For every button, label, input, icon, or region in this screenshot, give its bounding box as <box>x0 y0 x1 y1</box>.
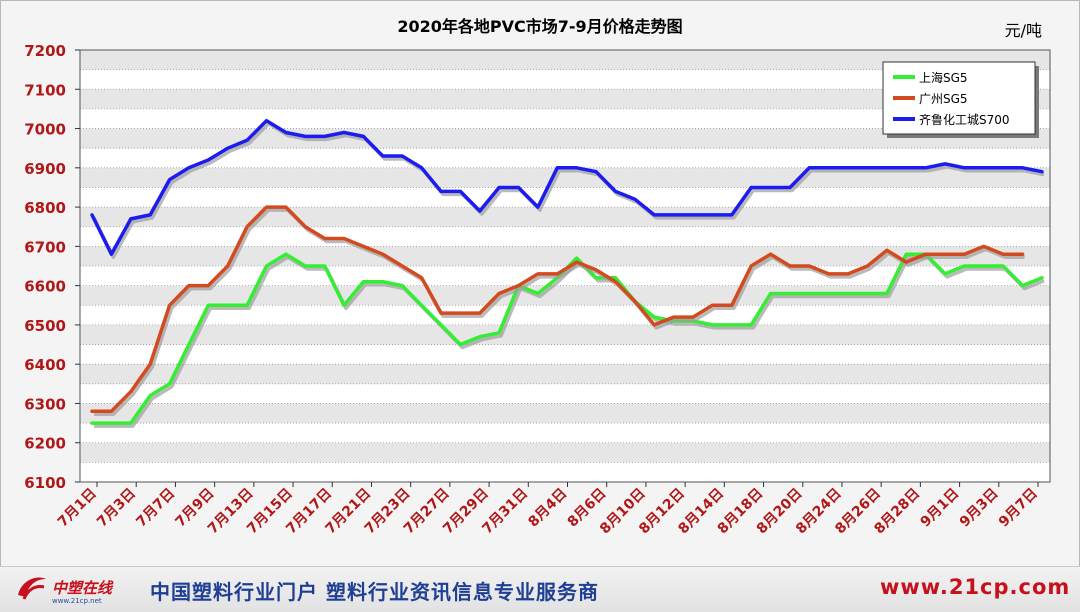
y-tick-label: 6500 <box>24 317 66 335</box>
y-tick-label: 7000 <box>24 121 66 139</box>
y-tick-label: 7100 <box>24 81 66 99</box>
plot-band <box>80 403 1050 424</box>
plot-band <box>80 364 1050 384</box>
x-tick-label: 8月4日 <box>525 486 570 531</box>
website-link[interactable]: www.21cp.com <box>880 575 1071 599</box>
logo-url: www.21cp.net <box>52 597 102 605</box>
y-tick-label: 7200 <box>24 42 66 60</box>
plot-band <box>80 128 1050 149</box>
chart-legend: 上海SG5 广州SG5 齐鲁化工城S700 <box>882 61 1039 138</box>
y-tick-label: 6600 <box>24 278 66 296</box>
series-shadow <box>94 208 1025 417</box>
plot-band <box>80 442 1050 463</box>
y-tick-label: 6700 <box>24 238 66 256</box>
y-tick-label: 6800 <box>24 199 66 217</box>
plot-band <box>80 285 1050 306</box>
x-tick-label: 9月3日 <box>957 486 1002 531</box>
x-tick-label: 7月7日 <box>133 486 178 531</box>
y-tick-label: 6900 <box>24 160 66 178</box>
y-tick-label: 6400 <box>24 356 66 374</box>
slogan: 中国塑料行业门户 塑料行业资讯信息专业服务商 <box>150 580 599 604</box>
plot-band <box>80 324 1050 345</box>
x-tick-label: 7月1日 <box>55 486 100 531</box>
series-line-2 <box>90 118 1044 256</box>
plot-band <box>80 50 1050 70</box>
plot-band <box>80 89 1050 109</box>
legend-label: 广州SG5 <box>919 92 968 106</box>
series-shadow <box>92 121 1045 259</box>
logo-icon <box>18 577 46 600</box>
unit-label: 元/吨 <box>1005 21 1042 40</box>
x-tick-label: 9月1日 <box>918 486 963 531</box>
chart-title: 2020年各地PVC市场7-9月价格走势图 <box>397 17 682 36</box>
y-tick-label: 6300 <box>24 395 66 413</box>
legend-label: 上海SG5 <box>919 70 968 85</box>
y-tick-label: 6100 <box>24 474 66 492</box>
series-line-1 <box>90 205 1025 414</box>
plot-band <box>80 207 1050 227</box>
footer-banner: 中塑在线 www.21cp.net 中国塑料行业门户 塑料行业资讯信息专业服务商… <box>0 566 1080 612</box>
plot-band <box>80 246 1050 266</box>
logo-text: 中塑在线 <box>52 579 113 597</box>
x-tick-label: 7月3日 <box>94 486 139 531</box>
line-chart: 2020年各地PVC市场7-9月价格走势图 元/吨 6100 6200 6300 64… <box>24 17 1051 537</box>
plot-border <box>79 49 1051 483</box>
y-tick-label: 6200 <box>24 435 66 453</box>
legend-label: 齐鲁化工城S700 <box>919 112 1010 127</box>
x-tick-label: 9月7日 <box>996 486 1041 531</box>
